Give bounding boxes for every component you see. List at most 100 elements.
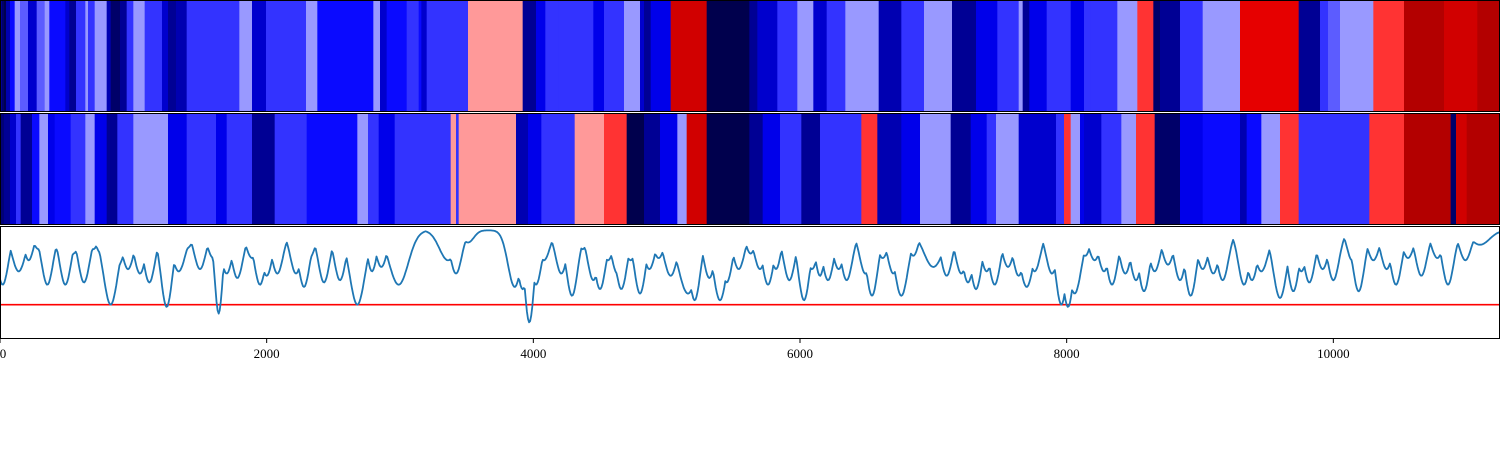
heatmap-cell	[1084, 114, 1102, 224]
heatmap-cell	[1180, 1, 1204, 111]
heatmap-cell	[20, 1, 29, 111]
heatmap-cell	[39, 114, 49, 224]
heatmap-cell	[924, 1, 953, 111]
heatmap-cell	[1160, 1, 1181, 111]
heatmap-cell	[1064, 114, 1072, 224]
heatmap-cell	[16, 114, 22, 224]
heatmap-cell	[120, 1, 128, 111]
x-tick-label: 2000	[254, 346, 280, 361]
heatmap-cell	[820, 114, 862, 224]
heatmap-cell	[541, 114, 576, 224]
heatmap-cell	[162, 1, 169, 111]
heatmap-cell	[306, 114, 358, 224]
heatmap-cell	[950, 114, 972, 224]
heatmap-cell	[1450, 114, 1457, 224]
heatmap-cell	[85, 1, 89, 111]
heatmap-cell	[65, 1, 70, 111]
heatmap-cell	[1320, 1, 1329, 111]
heatmap-cell	[1070, 114, 1081, 224]
heatmap-cell	[1298, 1, 1321, 111]
heatmap-cell	[1444, 1, 1478, 111]
heatmap-cell	[144, 1, 163, 111]
heatmap-cell	[458, 114, 517, 224]
heatmap-cell	[54, 114, 72, 224]
heatmap-cell	[70, 114, 86, 224]
heatmap-cell	[306, 1, 318, 111]
heatmap-cell	[168, 114, 188, 224]
heatmap-cell	[386, 1, 408, 111]
heatmap-cell	[460, 1, 469, 111]
heatmap-cell	[1080, 114, 1085, 224]
heatmap-cell	[357, 114, 369, 224]
heatmap-cell	[901, 114, 921, 224]
heatmap-cell	[418, 1, 422, 111]
heatmap-cell	[4, 1, 7, 111]
heatmap-cell	[373, 1, 381, 111]
heatmap-cell	[176, 1, 188, 111]
heatmap-cell	[216, 114, 228, 224]
heatmap-cell	[749, 1, 758, 111]
heatmap-cell	[133, 114, 146, 224]
heatmap-cell	[1101, 114, 1122, 224]
heatmap-cell	[660, 114, 678, 224]
heatmap-cell	[996, 114, 1020, 224]
heatmap-cell	[624, 1, 641, 111]
x-tick-label: 8000	[1054, 346, 1080, 361]
heatmap-cell	[44, 1, 50, 111]
heatmap-cell	[976, 1, 998, 111]
heatmap-cell	[1240, 114, 1248, 224]
heatmap-cell	[777, 1, 798, 111]
heatmap-cell	[450, 114, 457, 224]
heatmap-cell	[536, 1, 546, 111]
heatmap-cell	[266, 1, 307, 111]
heatmap-cell	[1117, 1, 1138, 111]
heatmap-cell	[780, 114, 802, 224]
heatmap-cell	[6, 1, 11, 111]
x-axis: 0 2000 4000 6000 8000 10000	[0, 338, 1500, 361]
heatmap-cell	[378, 114, 396, 224]
heatmap-cell	[110, 1, 121, 111]
heatmap-cell	[14, 1, 21, 111]
heatmap-cell	[317, 1, 374, 111]
heatmap-cell	[49, 1, 66, 111]
x-tick-label: 4000	[520, 346, 546, 361]
heatmap-cell	[226, 114, 253, 224]
heatmap-cell	[604, 1, 625, 111]
heatmap-cell	[801, 114, 821, 224]
heatmap-cell	[1090, 1, 1118, 111]
heatmap-cell	[970, 114, 988, 224]
heatmap-cell	[186, 1, 240, 111]
heatmap-cell	[1029, 1, 1048, 111]
heatmap-cell	[877, 114, 902, 224]
heatmap-cell	[106, 114, 118, 224]
heatmap-cell	[0, 114, 5, 224]
heatmap-cell	[252, 114, 276, 224]
heatmap-cell	[644, 114, 661, 224]
line-plot-background	[0, 226, 1500, 338]
heatmap-cell	[901, 1, 925, 111]
heatmap-cell	[1328, 1, 1341, 111]
heatmap-cell	[920, 114, 952, 224]
heatmap-cell	[545, 1, 560, 111]
heatmap-cell	[252, 1, 267, 111]
heatmap-cell	[32, 114, 40, 224]
heatmap-cell	[1404, 1, 1445, 111]
heatmap-cell	[85, 114, 96, 224]
heatmap-cell	[88, 1, 96, 111]
signal-line	[0, 229, 1500, 324]
heatmap-cell	[516, 114, 529, 224]
heatmap-cell	[1240, 1, 1300, 111]
heatmap-cell	[10, 114, 17, 224]
heatmap-cell	[640, 1, 645, 111]
heatmap-cell	[94, 1, 108, 111]
heatmap-cell	[878, 1, 902, 111]
heatmap-cell	[749, 114, 764, 224]
heatmap-cell	[813, 1, 828, 111]
heatmap-cell	[604, 114, 628, 224]
heatmap-cell	[36, 1, 46, 111]
heatmap-cell	[456, 114, 460, 224]
x-tick-label: 10000	[1317, 346, 1350, 361]
heatmap-cell	[28, 1, 38, 111]
heatmap-cell	[1369, 114, 1405, 224]
